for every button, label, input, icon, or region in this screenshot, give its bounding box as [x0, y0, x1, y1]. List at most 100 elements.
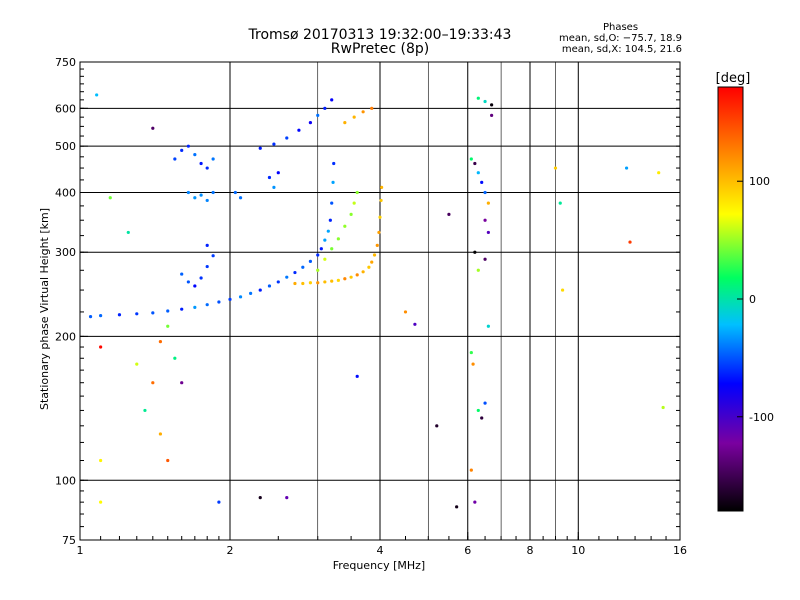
data-point — [326, 229, 330, 233]
data-point — [553, 166, 558, 170]
data-point — [447, 212, 451, 216]
colorbar-tick-label: 0 — [749, 293, 756, 306]
data-point — [331, 180, 335, 184]
data-point — [285, 495, 289, 500]
data-point — [377, 230, 381, 235]
data-point — [301, 265, 305, 269]
data-point — [285, 136, 289, 140]
data-point — [95, 93, 99, 97]
data-point — [135, 362, 139, 366]
data-point — [336, 237, 340, 241]
data-point — [228, 297, 232, 302]
data-point — [272, 185, 276, 189]
data-point — [367, 265, 371, 269]
data-point — [173, 157, 177, 161]
data-point — [99, 458, 103, 463]
data-point — [186, 190, 190, 195]
data-point — [193, 153, 197, 157]
data-point — [166, 458, 170, 463]
data-point — [486, 230, 490, 235]
data-point — [205, 243, 209, 248]
data-point — [455, 505, 459, 509]
data-point — [473, 161, 477, 166]
y-tick-label: 75 — [62, 534, 76, 547]
data-point — [330, 247, 334, 251]
data-point — [471, 362, 475, 366]
data-point — [323, 257, 327, 261]
data-point — [308, 259, 313, 264]
data-point — [217, 300, 221, 304]
data-point — [293, 281, 297, 286]
y-tick-label: 200 — [55, 330, 76, 343]
data-point — [349, 212, 353, 216]
data-point — [316, 253, 320, 257]
data-point — [88, 315, 93, 319]
colorbar-tick-label: 100 — [749, 175, 770, 188]
data-point — [361, 110, 365, 114]
data-point — [258, 146, 262, 150]
data-point — [297, 128, 301, 132]
data-point — [126, 230, 130, 235]
y-tick-label: 500 — [55, 140, 76, 153]
data-point — [238, 295, 243, 299]
data-point — [166, 309, 170, 313]
data-point — [483, 257, 487, 261]
data-point — [355, 273, 359, 277]
chart-subtitle: RwPretec (8p) — [330, 41, 430, 57]
data-point — [328, 218, 332, 222]
data-point — [469, 468, 473, 472]
data-point — [370, 106, 374, 110]
data-point — [490, 103, 494, 107]
data-point — [628, 240, 632, 244]
data-point — [486, 324, 490, 328]
data-point — [293, 270, 297, 275]
data-point — [624, 166, 629, 170]
data-point — [480, 180, 484, 184]
data-point — [199, 193, 203, 197]
phase-heading: Phases — [602, 22, 639, 33]
data-point — [483, 190, 487, 195]
y-tick-label: 750 — [55, 56, 76, 69]
data-point — [193, 196, 197, 200]
data-point — [233, 190, 237, 195]
data-point — [276, 171, 280, 175]
data-point — [469, 157, 473, 161]
data-point — [99, 314, 103, 318]
y-tick-label: 600 — [55, 102, 76, 115]
data-point — [378, 215, 382, 219]
data-point — [476, 171, 480, 175]
data-point — [308, 281, 313, 285]
data-point — [151, 311, 155, 315]
data-point — [205, 303, 209, 307]
data-point — [355, 374, 359, 378]
data-point — [211, 190, 215, 195]
data-point — [486, 201, 490, 205]
y-axis-label: Stationary phase Virtual Height [km] — [38, 208, 51, 410]
data-point — [473, 500, 477, 504]
data-point — [476, 96, 480, 100]
data-point — [205, 198, 209, 203]
data-point — [435, 424, 439, 428]
data-point — [483, 99, 487, 104]
data-point — [99, 500, 103, 504]
data-point — [560, 288, 565, 292]
data-point — [211, 254, 215, 258]
x-tick-label: 16 — [673, 544, 687, 557]
data-point — [330, 201, 334, 205]
x-axis-label: Frequency [MHz] — [333, 559, 425, 572]
data-point — [193, 284, 197, 288]
data-point — [285, 275, 289, 279]
data-point — [301, 281, 305, 286]
data-point — [330, 279, 334, 283]
data-point — [323, 106, 327, 110]
data-point — [661, 405, 665, 410]
data-point — [480, 416, 484, 420]
data-point — [267, 175, 272, 180]
data-point — [272, 142, 276, 146]
data-point — [352, 115, 356, 119]
x-tick-label: 6 — [464, 544, 471, 557]
data-point — [319, 247, 323, 251]
data-point — [349, 275, 353, 279]
data-point — [249, 291, 253, 296]
